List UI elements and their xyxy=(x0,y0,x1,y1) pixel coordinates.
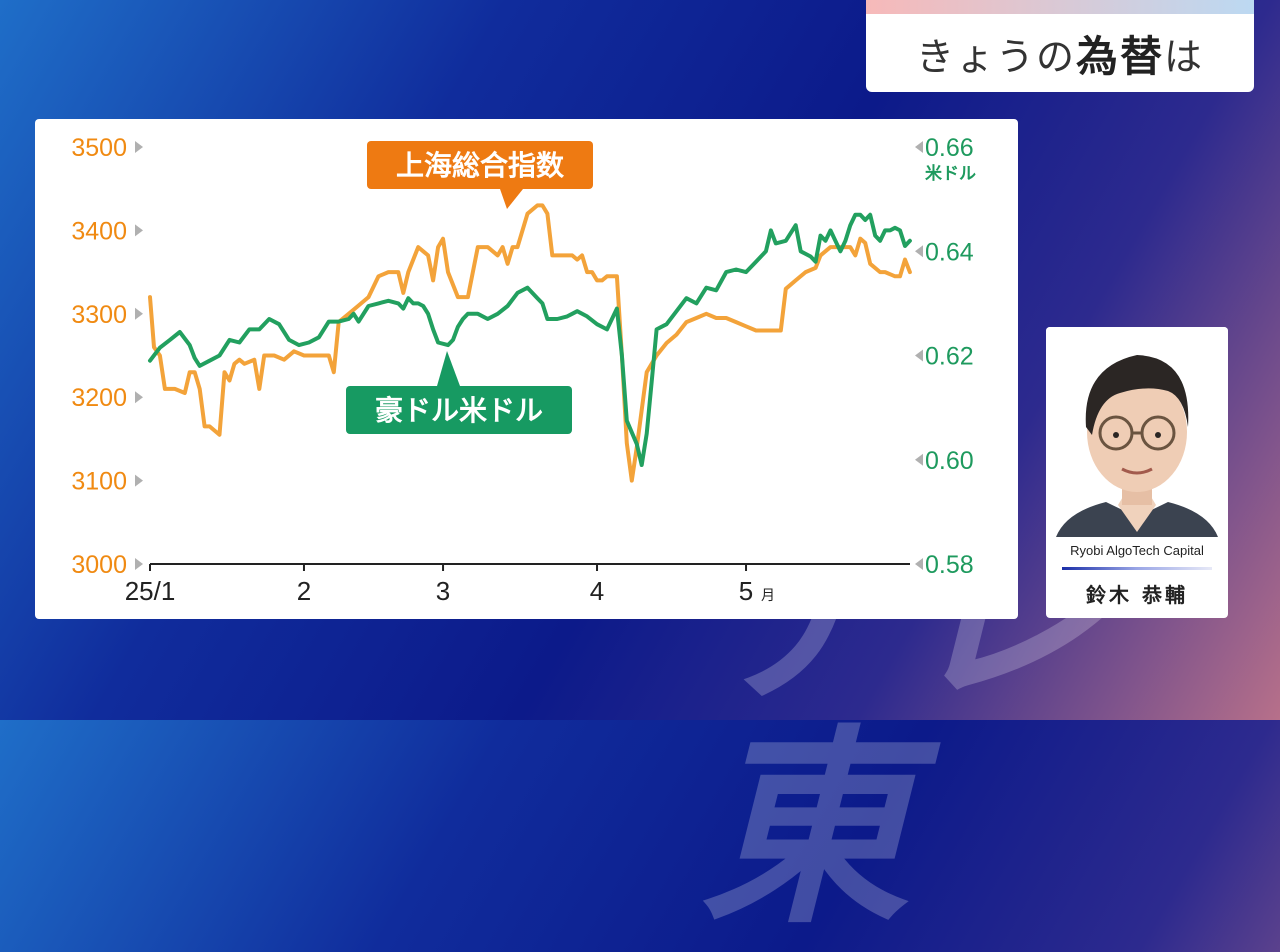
series-line xyxy=(148,212,912,467)
y-right-tick-label: 0.62 xyxy=(925,343,974,371)
series-label-box xyxy=(346,386,572,434)
y-right-tick-arrow xyxy=(915,558,923,570)
series-line xyxy=(148,203,912,483)
topic-prefix: きょうの xyxy=(915,34,1076,79)
y-right-tick-label: 0.64 xyxy=(925,238,974,266)
series-label-pointer xyxy=(437,351,460,386)
y-right-tick-arrow xyxy=(915,349,923,362)
company-name: Ryobi AlgoTech Capital xyxy=(1070,543,1204,558)
chart-card: 25/1 2 3 4 5 月 3500 3400 3300 3200 3100 3000 0.66 0.6… xyxy=(35,119,1018,619)
series-label-box xyxy=(367,141,593,189)
y-right-tick-arrow xyxy=(915,141,923,153)
y-left-tick-label: 3500 xyxy=(71,134,127,162)
y-right-unit: 米ドル xyxy=(925,163,976,184)
y-left-tick-arrow xyxy=(135,141,143,153)
x-tick-label: 4 xyxy=(590,576,604,606)
y-left-tick-arrow xyxy=(135,224,143,237)
y-right-tick-arrow xyxy=(915,245,923,258)
line-chart: 25/1 2 3 4 5 月 3500 3400 3300 3200 3100 3000 0.66 0.6… xyxy=(71,134,976,606)
y-left-tick-label: 3000 xyxy=(71,551,127,579)
person-name: 鈴木 恭輔 xyxy=(1086,583,1188,607)
y-right-tick-label: 0.58 xyxy=(925,551,974,579)
y-left-tick-arrow xyxy=(135,307,143,320)
y-left-tick-arrow xyxy=(135,391,143,404)
series-label-audusd: 豪ドル米ドル xyxy=(375,394,543,427)
topic-accent-stripe xyxy=(866,0,1254,14)
y-right-tick-label: 0.60 xyxy=(925,447,974,475)
y-right-tick-label: 0.66 xyxy=(925,134,974,162)
company-underline xyxy=(1062,567,1212,570)
y-left-tick-label: 3400 xyxy=(71,217,127,245)
y-left-tick-label: 3200 xyxy=(71,384,127,412)
y-left-tick-arrow xyxy=(135,558,143,570)
y-left-tick-label: 3100 xyxy=(71,468,127,496)
y-left-tick-arrow xyxy=(135,474,143,487)
y-left-tick-label: 3300 xyxy=(71,301,127,329)
y-right-tick-arrow xyxy=(915,453,923,466)
series-label-shanghai: 上海総合指数 xyxy=(396,149,565,182)
person-portrait-icon xyxy=(1046,327,1228,537)
series-label-pointer xyxy=(500,189,523,209)
topic-strong: 為替 xyxy=(1075,31,1164,81)
topic-suffix: は xyxy=(1164,34,1205,79)
x-tick-label: 3 xyxy=(436,576,450,606)
x-tick-label: 2 xyxy=(297,576,311,606)
topic-banner: きょうの 為替は xyxy=(866,14,1254,92)
commentator-card: Ryobi AlgoTech Capital 鈴木 恭輔 xyxy=(1046,327,1228,618)
x-tick-label: 5 xyxy=(739,576,753,606)
x-tick-label: 25/1 xyxy=(125,576,176,606)
x-tick-unit: 月 xyxy=(761,588,775,604)
